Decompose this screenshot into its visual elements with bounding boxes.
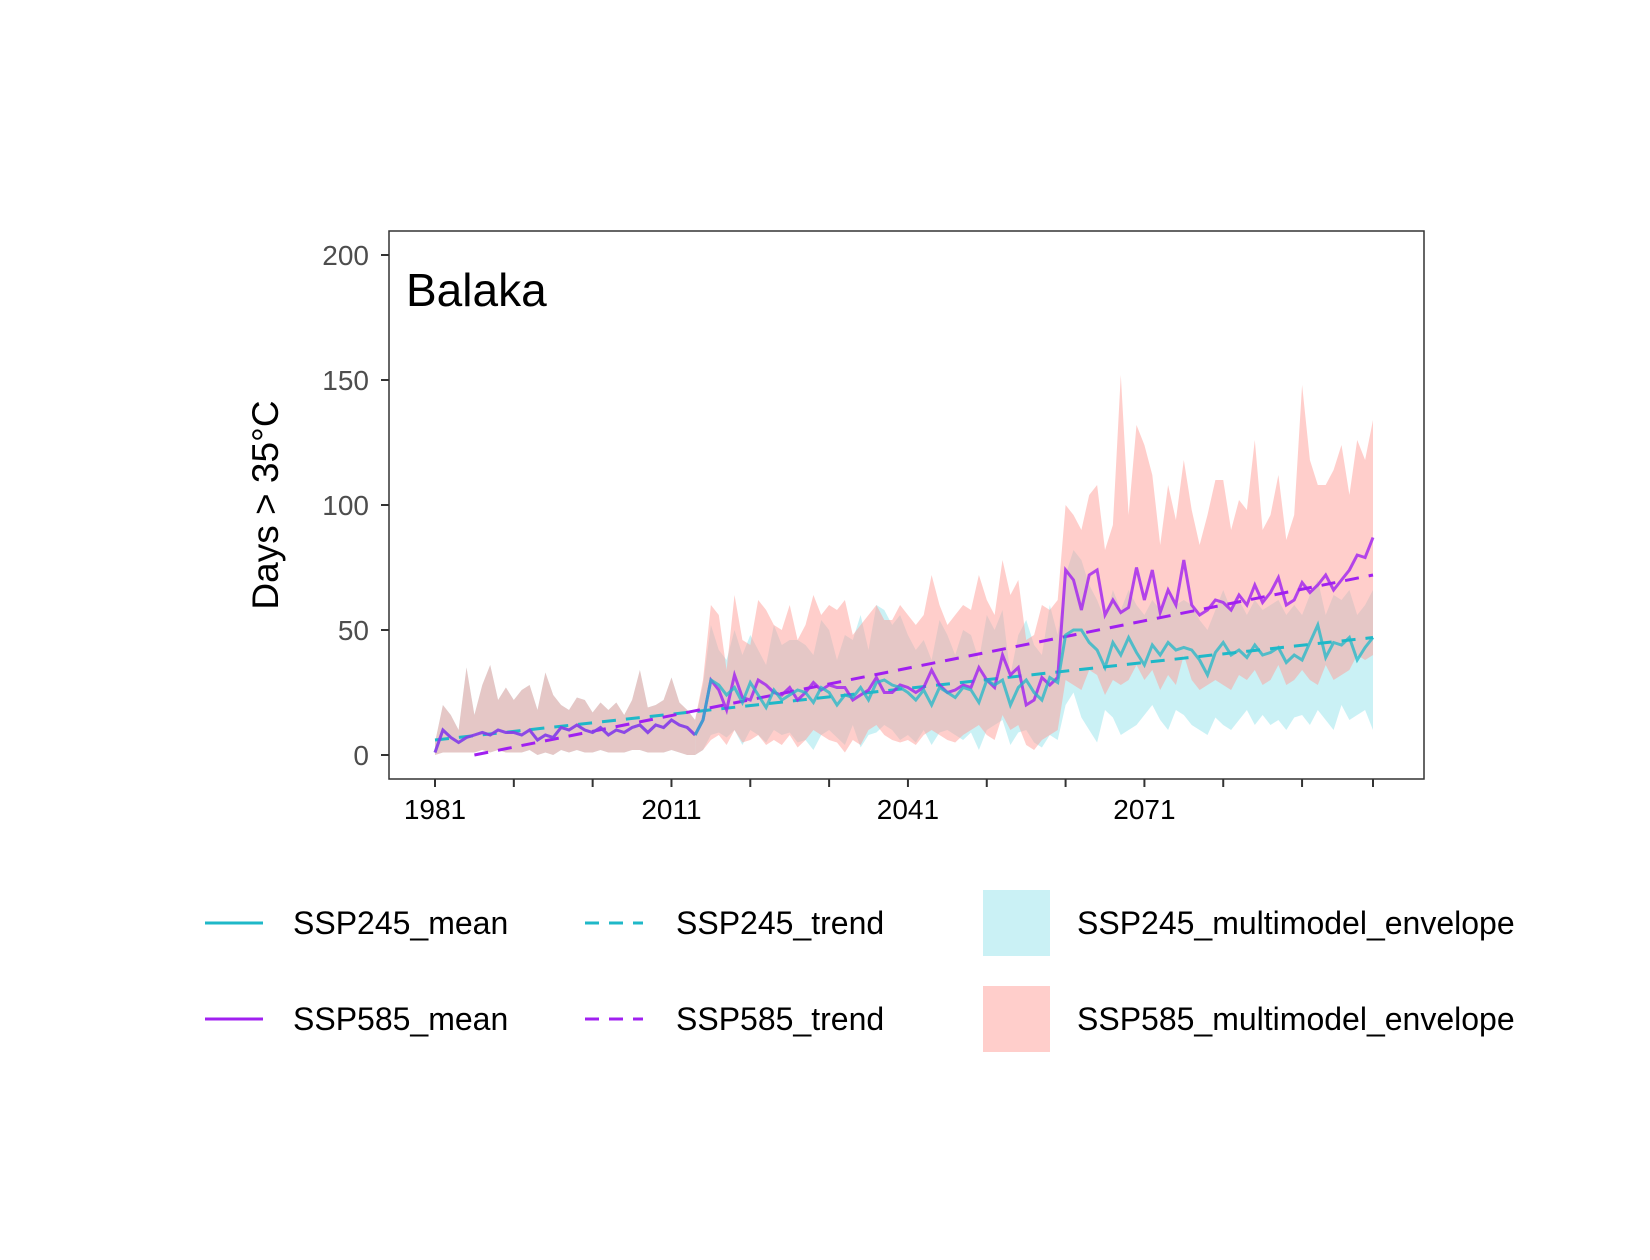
historical-mean-ssp585	[433, 718, 697, 753]
ssp585-multimodel-envelope	[695, 375, 1373, 755]
legend-label: SSP585_mean	[293, 1001, 508, 1037]
legend: SSP245_mean SSP245_trend SSP245_multimodel…	[205, 890, 1515, 1052]
y-tick-label: 200	[322, 240, 369, 271]
ssp585-trend-line	[474, 573, 1374, 757]
ssp245-mean-line	[693, 620, 1375, 736]
ssp585-mean-line	[693, 536, 1375, 736]
legend-label: SSP245_mean	[293, 905, 508, 941]
y-axis-title: Days > 35°C	[245, 400, 286, 609]
legend-label: SSP585_multimodel_envelope	[1077, 1001, 1515, 1037]
chart-title: Balaka	[406, 264, 547, 316]
y-tick-label: 0	[353, 740, 369, 771]
x-tick-label: 1981	[404, 794, 466, 825]
legend-label: SSP585_trend	[676, 1001, 884, 1037]
y-axis: 0 50 100 150 200	[322, 240, 389, 771]
x-axis: 1981 2011 2041 2071	[404, 779, 1374, 825]
historical-envelope-ssp585	[435, 665, 696, 755]
y-tick-label: 50	[338, 615, 369, 646]
ssp245-trend-line	[434, 636, 1374, 742]
x-tick-label: 2041	[877, 794, 939, 825]
legend-key-fill	[983, 986, 1050, 1052]
legend-key-fill	[983, 890, 1050, 956]
lines-layer	[433, 536, 1375, 757]
legend-label: SSP245_multimodel_envelope	[1077, 905, 1515, 941]
y-tick-label: 100	[322, 490, 369, 521]
legend-label: SSP245_trend	[676, 905, 884, 941]
x-tick-label: 2071	[1113, 794, 1175, 825]
x-tick-label: 2011	[641, 794, 701, 825]
envelopes-layer	[435, 375, 1373, 755]
y-tick-label: 150	[322, 365, 369, 396]
